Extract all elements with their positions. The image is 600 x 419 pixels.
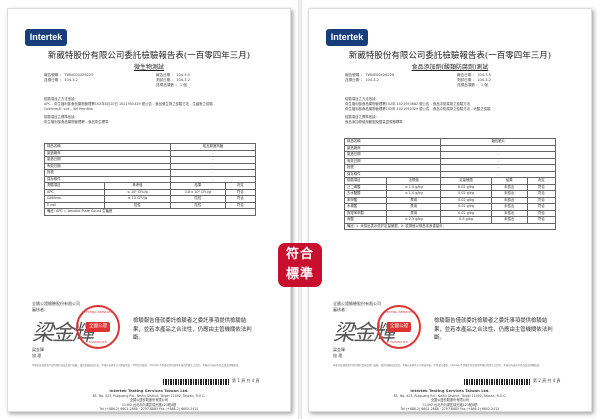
- address-en: 8F., No. 423, Ruiguang Rd., Neihu Distri…: [393, 393, 507, 398]
- org-name: 全國公證檢驗股份有限公司 審核者：: [333, 301, 381, 313]
- barcode: [464, 379, 530, 385]
- note: 備註: 1. 未檢出表示低於定量極限，2. 檢測值以樣品本身重量計。: [344, 222, 556, 230]
- signer-name: 梁金輝: [32, 347, 44, 352]
- company-zh: 全國公證檢驗股份有限公司: [129, 398, 169, 403]
- results-table: 樣品名稱 哈瓦那速熟麵 製造廠商 - 製造日期 - 有效日期 - 批號 - 保存條件 - 測驗項目 參考值…: [44, 143, 257, 216]
- fine-print: 本報告依據貴客戶提供資料及樣品進行檢驗，僅對送驗樣品負責。本報告未經本公司書面同…: [333, 364, 542, 367]
- sample-count: 送樣品項數 ： 1 個: [156, 83, 187, 87]
- signer: 梁金輝協 理: [32, 347, 44, 359]
- stamp-center: 全國公證: [387, 322, 411, 332]
- report-page-2: Intertek 新葳特股份有限公司委託檢驗報告表(一百零四年三月) 食品添加劑…: [308, 8, 592, 412]
- page-number: 第 1 頁 共 4 頁: [232, 378, 260, 383]
- intertek-logo: Intertek: [326, 29, 368, 46]
- standard-heading: 檢驗項目之標準依據:: [44, 115, 76, 119]
- results-header-row: 測驗項目 參考值 結果 判定: [44, 182, 257, 190]
- stamp-top: TESTING SERVICES: [83, 310, 113, 314]
- company-footer: Intertek Testing Services Taiwan Ltd. 8F…: [309, 388, 591, 412]
- page-number: 第 2 頁 共 4 頁: [533, 378, 561, 383]
- report-page-1: Intertek 新葳特股份有限公司委託檢驗報告表(一百零四年三月) 微生物測試…: [7, 8, 291, 412]
- report-number: 報告號碼 ： TWNE00426226: [345, 73, 395, 77]
- report-title: 新葳特股份有限公司委託檢驗報告表(一百零四年三月): [348, 51, 552, 61]
- report-date: 報告日期 ： 104.3.5: [457, 73, 491, 77]
- barcode: [163, 379, 229, 385]
- info-right: 報告日期 ： 104.3.5 測試日期 ： 104.3.2 送樣品項數 ： 1 …: [457, 73, 491, 88]
- stamp-center: 全國公證: [86, 322, 110, 332]
- report-number: 報告號碼 ： TWNC00426225: [44, 73, 94, 77]
- report-subtitle: 微生物測試: [133, 64, 164, 71]
- signer-title: 協 理: [333, 353, 343, 358]
- method-line: 衛生福利部食品藥物管理署102年 1021950329 號公告 - 食品中防腐劑…: [345, 107, 491, 111]
- org-label: 全國公證檢驗股份有限公司: [32, 301, 80, 306]
- phone-fax: Tel (+886-2) 6602-2888 · 2797-8885 Fax (…: [99, 407, 199, 412]
- company-footer: Intertek Testing Services Taiwan Ltd. 8F…: [8, 388, 290, 412]
- info-left: 報告號碼 ： TWNC00426225 送樣日期 ： 104.3.2: [44, 73, 94, 83]
- result-row: 苯甲酸 禁用 0.02 g/kg 未檢出 符合: [344, 196, 557, 204]
- method-section: 檢驗項目之方法依據: 衛生福利部食品藥物管理署102年 1021950682 號…: [345, 97, 575, 125]
- report-title: 新葳特股份有限公司委託檢驗報告表(一百零四年三月): [47, 51, 251, 61]
- company-zh: 全國公證檢驗股份有限公司: [430, 398, 470, 403]
- address-zh: 11492 台北市內湖區瑞光路423號8樓: [121, 402, 177, 407]
- org-label: 全國公證檢驗股份有限公司: [333, 301, 381, 306]
- signer-name: 梁金輝: [333, 347, 345, 352]
- company-en: Intertek Testing Services Taiwan Ltd.: [410, 388, 490, 393]
- method-heading: 檢驗項目之方法依據:: [44, 97, 76, 101]
- standard-line: 衛生福利部食品藥物管理署 - 食品衛生標準: [44, 120, 109, 124]
- sample-date: 送樣日期 ： 104.3.2: [345, 78, 379, 82]
- signer-title: 協 理: [32, 353, 42, 358]
- reviewer-label: 審核者：: [32, 307, 48, 312]
- fine-print: 本報告依據貴客戶提供資料及樣品進行檢驗，僅對送驗樣品負責。本報告未經本公司書面同…: [32, 364, 241, 367]
- result-row: 水楊酸 禁用 0.02 g/kg 未檢出 符合: [344, 203, 557, 211]
- disclaimer-statement: 檢驗報告僅就委託檢驗者之委託事項提供檢驗結果，並若本產品之合法性，仍應由主管機關…: [434, 318, 553, 341]
- sample-date: 送樣日期 ： 104.3.2: [44, 78, 78, 82]
- result-row: E.coli 陰性 陰性 符合: [44, 201, 257, 209]
- info-right: 報告日期 ： 104.3.5 測試日期 ： 104.3.2 送樣品項數 ： 1 …: [156, 73, 190, 88]
- disclaimer-statement: 檢驗報告僅就委託檢驗者之委託事項提供檢驗結果，並若本產品之合法性，仍應由主管機關…: [133, 318, 252, 341]
- signer: 梁金輝協 理: [333, 347, 345, 359]
- compliance-badge: 符合 標準: [278, 243, 322, 287]
- reviewer-label: 審核者：: [333, 307, 349, 312]
- badge-line-2: 標準: [285, 267, 314, 282]
- badge-line-1: 符合: [285, 247, 314, 262]
- note-row: 備註: APC = Aerobic Plate Count 生菌數: [44, 208, 256, 216]
- results-table: 樣品名稱 麵包脆片 製造廠商 - 製造日期 - 有效日期 - 批號 - 保存條件 - 檢驗項目 法規值 定量…: [343, 138, 557, 230]
- book-spine: [298, 0, 302, 419]
- stamp-bottom: TAIWAN LTD: [89, 340, 107, 344]
- stamp-bottom: TAIWAN LTD: [390, 340, 408, 344]
- stamp-top: TESTING SERVICES: [384, 310, 414, 314]
- method-line: 衛生福利部食品藥物管理署102年 1021950682 號公告 - 食品中防腐劑…: [345, 102, 471, 106]
- info-left: 報告號碼 ： TWNE00426226 送樣日期 ： 104.3.2: [345, 73, 394, 83]
- report-date: 報告日期 ： 104.3.5: [156, 73, 190, 77]
- address-zh: 11492 台北市內湖區瑞光路423號8樓: [422, 402, 478, 407]
- report-subtitle: 食品添加劑(酸類防腐劑)測試: [411, 64, 489, 71]
- intertek-logo: Intertek: [25, 29, 67, 46]
- company-en: Intertek Testing Services Taiwan Ltd.: [109, 388, 189, 393]
- company-stamp: TESTING SERVICES 全國公證 TAIWAN LTD: [377, 305, 421, 349]
- org-name: 全國公證檢驗股份有限公司 審核者：: [32, 301, 80, 313]
- address-en: 8F., No. 423, Ruiguang Rd., Neihu Distri…: [92, 393, 206, 398]
- test-date: 測試日期 ： 104.3.2: [156, 78, 190, 82]
- standard-line: 食品添加物使用範圍及限量暨規格標準: [345, 120, 403, 124]
- method-section: 檢驗項目之方法依據: APC - 衛生福利部食品藥物管理署102年8月20日 1…: [44, 97, 274, 125]
- standard-heading: 檢驗項目之標準依據:: [345, 115, 377, 119]
- company-stamp: TESTING SERVICES 全國公證 TAIWAN LTD: [76, 305, 120, 349]
- phone-fax: Tel (+886-2) 6602-2888 · 2797-8885 Fax (…: [400, 407, 500, 412]
- test-date: 測試日期 ： 104.3.2: [457, 78, 491, 82]
- sample-count: 送樣品項數 ： 1 個: [457, 83, 488, 87]
- method-heading: 檢驗項目之方法依據:: [345, 97, 377, 101]
- note-row: 備註: 1. 未檢出表示低於定量極限，2. 檢測值以樣品本身重量計。: [344, 222, 556, 230]
- method-line: Coliform/E. coli - 3M Petrifilm: [44, 107, 94, 111]
- method-line: APC - 衛生福利部食品藥物管理署102年8月20日 1021950329 號…: [44, 102, 213, 106]
- note: 備註: APC = Aerobic Plate Count 生菌數: [44, 208, 256, 216]
